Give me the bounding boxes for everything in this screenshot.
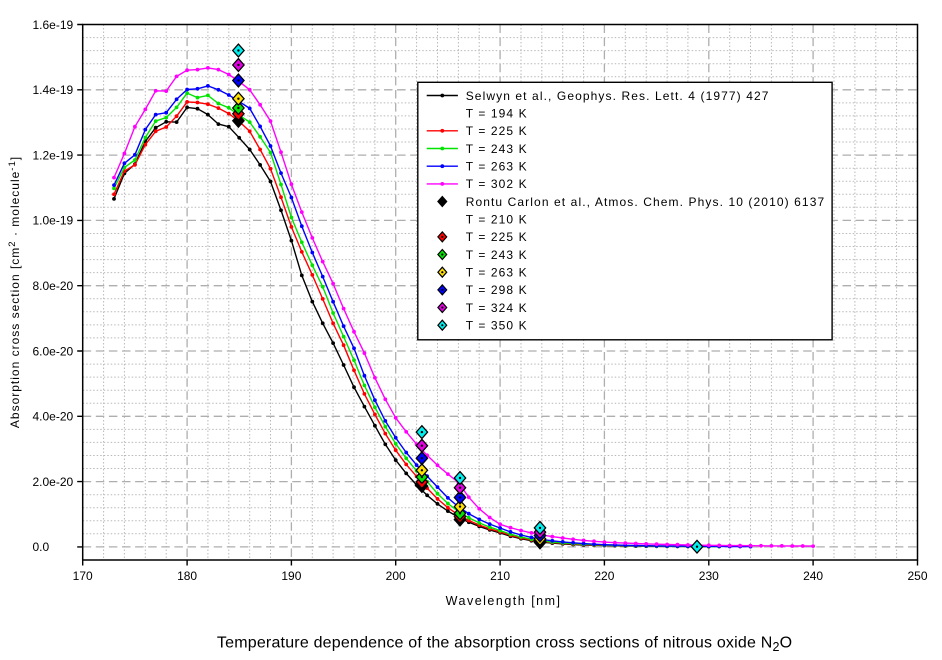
svg-text:1.4e-19: 1.4e-19 xyxy=(33,83,74,97)
svg-text:0.0: 0.0 xyxy=(33,540,50,554)
svg-text:Wavelength [nm]: Wavelength [nm] xyxy=(446,594,562,608)
svg-text:T = 210 K: T = 210 K xyxy=(466,213,528,227)
svg-text:250: 250 xyxy=(907,569,927,583)
svg-text:2.0e-20: 2.0e-20 xyxy=(33,475,74,489)
svg-text:T = 324 K: T = 324 K xyxy=(466,301,528,315)
svg-text:T = 194 K: T = 194 K xyxy=(466,107,528,121)
svg-text:T = 263 K: T = 263 K xyxy=(466,266,528,280)
svg-text:190: 190 xyxy=(281,569,301,583)
svg-text:T = 263 K: T = 263 K xyxy=(466,160,528,174)
svg-text:1.6e-19: 1.6e-19 xyxy=(33,18,74,32)
svg-text:T = 243 K: T = 243 K xyxy=(466,142,528,156)
svg-text:4.0e-20: 4.0e-20 xyxy=(33,410,74,424)
svg-text:220: 220 xyxy=(594,569,614,583)
svg-text:T = 350 K: T = 350 K xyxy=(466,319,528,333)
svg-text:6.0e-20: 6.0e-20 xyxy=(33,344,74,358)
svg-text:Temperature dependence of the: Temperature dependence of the absorption… xyxy=(217,634,792,654)
svg-text:180: 180 xyxy=(177,569,197,583)
svg-text:1.0e-19: 1.0e-19 xyxy=(33,214,74,228)
svg-text:Rontu Carlon et al., Atmos. Ch: Rontu Carlon et al., Atmos. Chem. Phys. … xyxy=(466,195,826,209)
svg-text:T = 225 K: T = 225 K xyxy=(466,230,528,244)
svg-text:Selwyn et al., Geophys. Res. L: Selwyn et al., Geophys. Res. Lett. 4 (19… xyxy=(466,89,770,103)
svg-text:210: 210 xyxy=(490,569,510,583)
svg-text:1.2e-19: 1.2e-19 xyxy=(33,148,74,162)
svg-text:Absorption cross section [cm2: Absorption cross section [cm2 · molecule… xyxy=(7,156,22,428)
svg-text:T = 225 K: T = 225 K xyxy=(466,124,528,138)
svg-text:8.0e-20: 8.0e-20 xyxy=(33,279,74,293)
svg-text:240: 240 xyxy=(803,569,823,583)
svg-text:230: 230 xyxy=(699,569,719,583)
svg-text:200: 200 xyxy=(386,569,406,583)
svg-text:T = 243 K: T = 243 K xyxy=(466,248,528,262)
svg-text:T = 302 K: T = 302 K xyxy=(466,177,528,191)
svg-text:T = 298 K: T = 298 K xyxy=(466,283,528,297)
svg-text:170: 170 xyxy=(73,569,93,583)
